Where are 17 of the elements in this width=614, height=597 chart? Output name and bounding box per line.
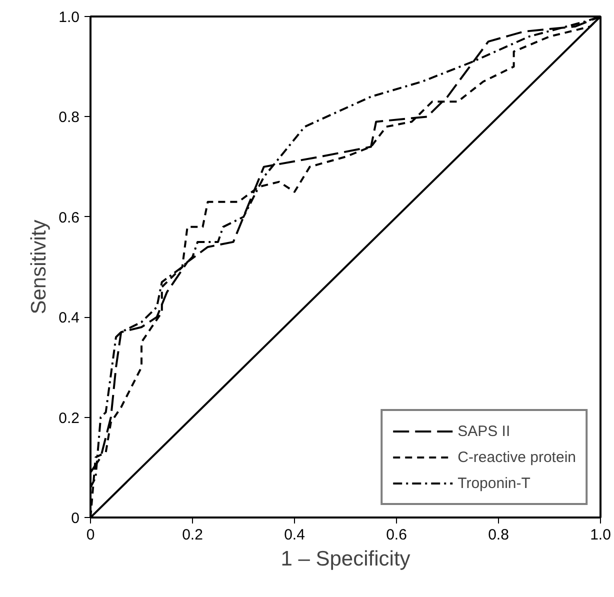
x-tick-label: 0.4: [284, 526, 305, 544]
y-tick-label: 0.2: [58, 410, 80, 427]
legend-label: SAPS II: [458, 422, 510, 440]
y-tick-label: 0.4: [58, 310, 80, 327]
x-axis-title: 1 – Specificity: [280, 548, 411, 570]
y-tick-label: 0: [71, 510, 80, 527]
x-tick-label: 0.8: [488, 526, 509, 544]
legend-label: C-reactive protein: [458, 448, 576, 466]
x-tick-label: 0.2: [182, 526, 203, 544]
legend-label: Troponin-T: [458, 474, 530, 492]
y-axis-title: Sensitivity: [28, 219, 51, 314]
x-tick-label: 0: [86, 526, 95, 544]
y-tick-label: 0.8: [58, 109, 80, 126]
x-tick-label: 1.0: [590, 526, 611, 544]
x-tick-label: 0.6: [386, 526, 407, 544]
y-tick-label: 0.6: [58, 209, 80, 226]
y-tick-label: 1.0: [58, 9, 80, 26]
